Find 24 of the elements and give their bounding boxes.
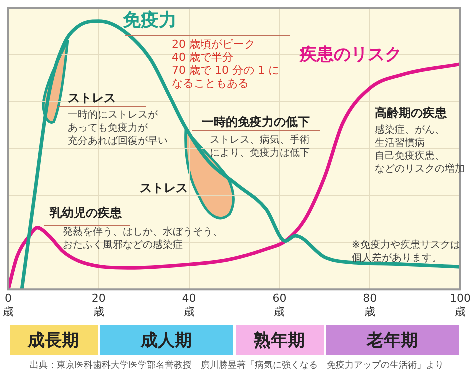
text: 成長期 (10, 325, 98, 355)
x-tick-label: 0 歳 (3, 292, 14, 318)
text: 成人期 (100, 325, 234, 355)
annotation: 感染症、がん、生活習慣病自己免疫疾患、などのリスクの増加 (375, 124, 465, 175)
x-tick-label: 60 歳 (272, 292, 287, 318)
annotation: 一時的免疫力の低下 (202, 115, 310, 129)
x-tick-label: 40 歳 (182, 292, 196, 318)
source-note: 出典：東京医科歯科大学医学部名誉教授 廣川勝昱著「病気に強くなる 免疫力アップの生活術」より (30, 360, 444, 371)
annotation: 一時的にストレスがあっても免疫力が充分あれば回復が早い (68, 109, 168, 147)
series-label: 疾患のリスク (299, 45, 402, 65)
annotation: ストレス (140, 181, 188, 195)
annotation: ストレス (68, 91, 116, 105)
annotation: 乳幼児の疾患 (49, 206, 123, 220)
series-label: 免疫力 (122, 10, 177, 31)
annotation: 高齢期の疾患 (375, 106, 448, 120)
annotation: 20 歳頃がピーク 40 歳で半分 70 歳で 10 分の 1 になることもある (172, 38, 280, 90)
x-tick-label: 20 歳 (92, 292, 106, 318)
text: 熟年期 (236, 325, 324, 355)
annotation: ※免疫力や疾患リスクは個人差があります。 (352, 239, 460, 264)
x-tick-label: 100 歳 (450, 292, 471, 318)
annotation: ストレス、病気、手術により、免疫力は低下 (210, 134, 310, 159)
annotation: 発熱を伴う、はしか、水ぼうそう、おたふく風邪などの感染症 (63, 226, 223, 251)
text: 老年期 (326, 325, 460, 355)
x-tick-label: 80 歳 (363, 292, 378, 318)
